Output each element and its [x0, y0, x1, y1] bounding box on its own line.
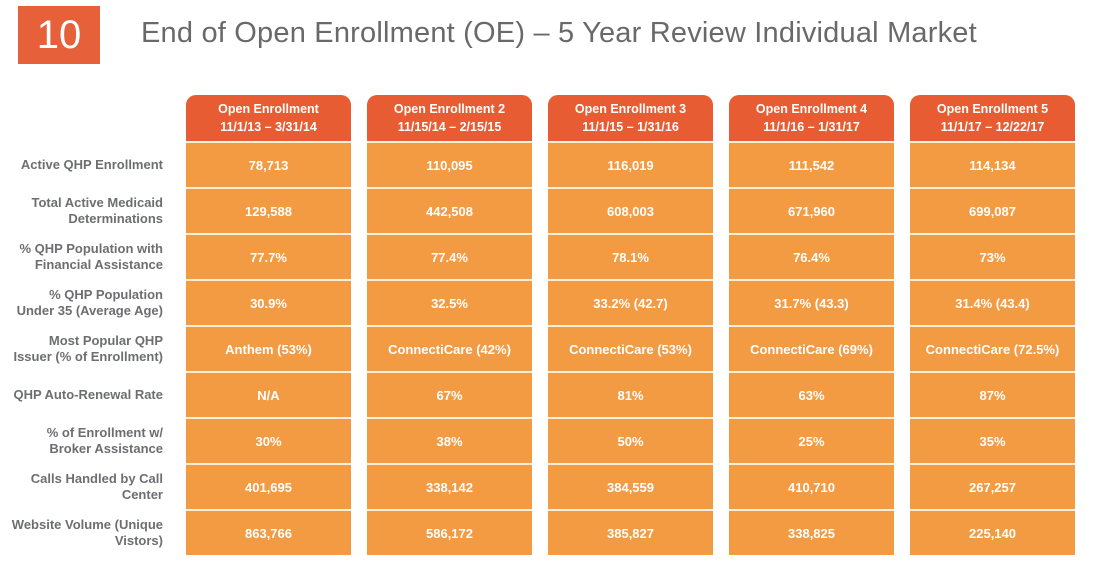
row-label: % QHP Population with Financial Assistan…: [19, 240, 163, 272]
table-cell: 31.4% (43.4): [910, 281, 1075, 325]
table-cell: 410,710: [729, 465, 894, 509]
enrollment-column: Open Enrollment 11/1/13 – 3/31/14 78,713 12…: [186, 95, 351, 555]
row-label: Website Volume (Unique Vistors): [11, 516, 163, 548]
enrollment-table: Active QHP Enrollment Total Active Medica…: [0, 95, 1075, 555]
slide-title: End of Open Enrollment (OE) – 5 Year Rev…: [141, 17, 977, 49]
table-cell: 81%: [548, 373, 713, 417]
column-header-title: Open Enrollment 4: [755, 101, 868, 116]
table-cell: 76.4%: [729, 235, 894, 279]
table-cell: 31.7% (43.3): [729, 281, 894, 325]
row-label: Total Active Medicaid Determinations: [31, 194, 163, 226]
table-cell: 338,142: [367, 465, 532, 509]
table-cell: Anthem (53%): [186, 327, 351, 371]
table-cell: 225,140: [910, 511, 1075, 555]
table-cell: 671,960: [729, 189, 894, 233]
table-cell: 401,695: [186, 465, 351, 509]
table-cell: 863,766: [186, 511, 351, 555]
table-cell: 25%: [729, 419, 894, 463]
table-cell: 67%: [367, 373, 532, 417]
column-header-title: Open Enrollment 5: [936, 101, 1049, 116]
table-cell: ConnectiCare (69%): [729, 327, 894, 371]
column-header-dates: 11/1/13 – 3/31/14: [220, 120, 317, 134]
column-header-dates: 11/1/15 – 1/31/16: [582, 120, 679, 134]
column-header-title: Open Enrollment 3: [574, 101, 687, 116]
enrollment-column: Open Enrollment 5 11/1/17 – 12/22/17 114,1…: [910, 95, 1075, 555]
table-cell: 63%: [729, 373, 894, 417]
table-cell: ConnectiCare (42%): [367, 327, 532, 371]
table-cell: 50%: [548, 419, 713, 463]
row-label: QHP Auto-Renewal Rate: [13, 386, 163, 402]
column-header: Open Enrollment 5 11/1/17 – 12/22/17: [910, 95, 1075, 141]
table-cell: 78.1%: [548, 235, 713, 279]
table-cell: 385,827: [548, 511, 713, 555]
table-cell: 129,588: [186, 189, 351, 233]
column-header: Open Enrollment 3 11/1/15 – 1/31/16: [548, 95, 713, 141]
table-cell: 32.5%: [367, 281, 532, 325]
table-cell: 114,134: [910, 143, 1075, 187]
column-header-dates: 11/1/17 – 12/22/17: [940, 120, 1045, 134]
table-cell: ConnectiCare (53%): [548, 327, 713, 371]
table-cell: 30%: [186, 419, 351, 463]
row-label: Active QHP Enrollment: [20, 156, 163, 172]
table-cell: 77.7%: [186, 235, 351, 279]
table-cell: 116,019: [548, 143, 713, 187]
column-header: Open Enrollment 11/1/13 – 3/31/14: [186, 95, 351, 141]
column-header-dates: 11/15/14 – 2/15/15: [397, 120, 502, 134]
row-label: % of Enrollment w/ Broker Assistance: [46, 424, 163, 456]
table-cell: 111,542: [729, 143, 894, 187]
slide-number-badge: 10: [18, 6, 100, 64]
row-label: Calls Handled by Call Center: [30, 470, 163, 502]
table-cell: 38%: [367, 419, 532, 463]
table-cell: 608,003: [548, 189, 713, 233]
table-cell: N/A: [186, 373, 351, 417]
table-cell: 267,257: [910, 465, 1075, 509]
row-label: Most Popular QHP Issuer (% of Enrollment…: [13, 332, 163, 364]
table-cell: 699,087: [910, 189, 1075, 233]
row-label: % QHP Population Under 35 (Average Age): [16, 286, 163, 318]
table-cell: 442,508: [367, 189, 532, 233]
table-cell: 30.9%: [186, 281, 351, 325]
column-header: Open Enrollment 2 11/15/14 – 2/15/15: [367, 95, 532, 141]
row-label-column: Active QHP Enrollment Total Active Medica…: [0, 95, 170, 555]
table-cell: 384,559: [548, 465, 713, 509]
column-header-title: Open Enrollment 2: [393, 101, 506, 116]
table-cell: 77.4%: [367, 235, 532, 279]
table-cell: 78,713: [186, 143, 351, 187]
table-cell: ConnectiCare (72.5%): [910, 327, 1075, 371]
enrollment-column: Open Enrollment 4 11/1/16 – 1/31/17 111,54…: [729, 95, 894, 555]
table-cell: 586,172: [367, 511, 532, 555]
table-cell: 73%: [910, 235, 1075, 279]
column-header-dates: 11/1/16 – 1/31/17: [763, 120, 860, 134]
column-header: Open Enrollment 4 11/1/16 – 1/31/17: [729, 95, 894, 141]
table-cell: 87%: [910, 373, 1075, 417]
enrollment-column: Open Enrollment 2 11/15/14 – 2/15/15 110,0…: [367, 95, 532, 555]
column-header-spacer: [0, 95, 170, 141]
column-header-title: Open Enrollment: [218, 101, 319, 116]
table-cell: 338,825: [729, 511, 894, 555]
enrollment-column: Open Enrollment 3 11/1/15 – 1/31/16 116,01…: [548, 95, 713, 555]
table-cell: 33.2% (42.7): [548, 281, 713, 325]
table-cell: 35%: [910, 419, 1075, 463]
table-cell: 110,095: [367, 143, 532, 187]
